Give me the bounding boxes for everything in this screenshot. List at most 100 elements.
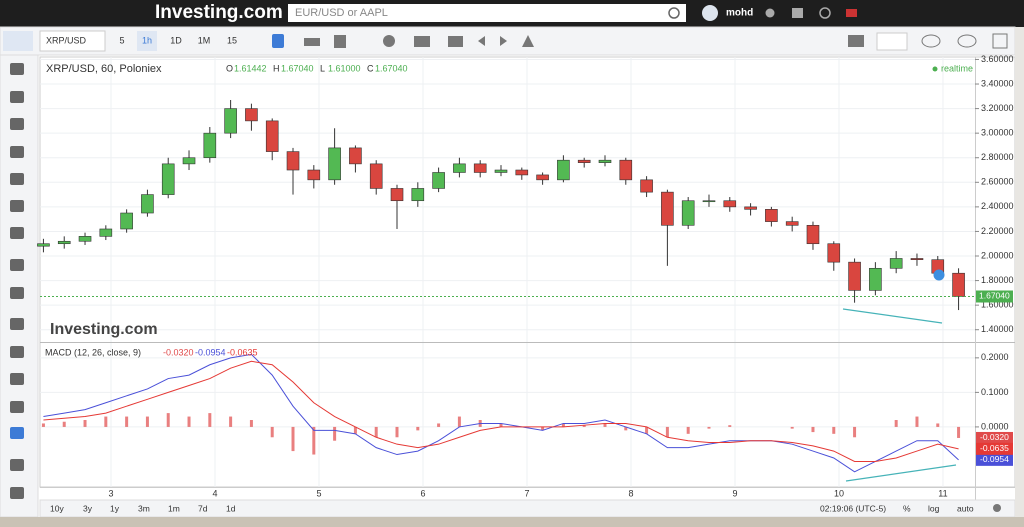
interval-active xyxy=(137,31,157,51)
y-tick-label: 3.20000 xyxy=(981,103,1014,113)
chart-type-icon[interactable] xyxy=(272,34,284,48)
event-marker[interactable] xyxy=(933,269,945,281)
fullscreen-icon[interactable] xyxy=(992,33,1008,49)
range-button[interactable]: 1d xyxy=(226,503,236,513)
footer: 10y 3y 1y 3m 1m 7d 1d% log auto xyxy=(50,503,974,513)
search-box[interactable] xyxy=(288,4,686,22)
candle-body xyxy=(432,172,445,189)
candle-body xyxy=(765,209,778,222)
symbol-box[interactable] xyxy=(39,30,106,52)
y-tick-label: 1.40000 xyxy=(981,324,1014,334)
symbol[interactable]: XRP/USD xyxy=(46,35,87,45)
avatar[interactable] xyxy=(702,5,718,21)
tool-icon[interactable] xyxy=(10,401,24,413)
layout-button[interactable] xyxy=(876,32,908,51)
portfolio-icon[interactable] xyxy=(792,8,803,18)
drawing-tools xyxy=(10,63,24,499)
right-edge xyxy=(1015,27,1024,517)
macd-legend-value: -0.0954 xyxy=(195,347,226,357)
tool-icon[interactable] xyxy=(10,346,24,358)
cloud-save-icon[interactable] xyxy=(957,34,977,48)
candle-body xyxy=(286,151,300,171)
candle-body xyxy=(577,159,591,163)
y-tick-label: 0.2000 xyxy=(981,352,1009,362)
candle-body xyxy=(557,159,570,181)
interval[interactable]: 1h xyxy=(142,35,152,45)
tool-icon[interactable] xyxy=(10,227,24,239)
ohlc-value: 1.61000 xyxy=(328,63,361,73)
scale-option[interactable]: log xyxy=(928,503,940,513)
tool-icon[interactable] xyxy=(10,373,24,385)
indicator-icon[interactable] xyxy=(304,38,320,46)
current-value-label: -0.0635 xyxy=(980,443,1009,453)
ohlc-key: L xyxy=(320,63,325,73)
candle-body xyxy=(453,163,466,173)
macd-title: MACD (12, 26, close, 9) xyxy=(45,347,141,357)
tool-icon[interactable] xyxy=(10,459,24,471)
flag-icon[interactable] xyxy=(846,9,857,17)
scale-option[interactable]: auto xyxy=(957,503,974,513)
trend-line[interactable] xyxy=(845,464,957,482)
undo-icon[interactable] xyxy=(478,36,485,46)
interval[interactable]: 1D xyxy=(170,35,182,45)
tool-icon[interactable] xyxy=(10,118,24,130)
ohlc-legend: O 1.61442 H 1.67040 L 1.61000 C 1.67040 xyxy=(226,63,408,73)
y-tick-label: 3.00000 xyxy=(981,128,1014,138)
tool-icon[interactable] xyxy=(10,91,24,103)
candle-body xyxy=(99,228,113,237)
tool-icon[interactable] xyxy=(10,287,24,299)
interval[interactable]: 1M xyxy=(198,35,211,45)
trend-line[interactable] xyxy=(842,308,943,324)
settings-icon[interactable] xyxy=(383,35,395,47)
range-button[interactable]: 10y xyxy=(50,503,64,513)
candle-body xyxy=(889,258,903,269)
search-icon[interactable] xyxy=(668,7,680,19)
candle-body xyxy=(57,240,71,245)
user-name[interactable]: mohd xyxy=(726,8,753,19)
x-tick-label: 7 xyxy=(524,488,529,498)
candle-body xyxy=(806,224,820,245)
plot xyxy=(37,57,975,487)
last-price-label: 1.67040 xyxy=(979,291,1010,301)
tool-icon[interactable] xyxy=(10,173,24,185)
macd-legend-value: -0.0320 xyxy=(163,347,194,357)
snapshot-icon[interactable] xyxy=(848,35,864,47)
alert-icon[interactable] xyxy=(522,35,534,47)
toolbar-icons xyxy=(272,32,1008,51)
interval[interactable]: 15 xyxy=(227,35,237,45)
cloud-load-icon[interactable] xyxy=(921,34,941,48)
y-tick-label: 2.80000 xyxy=(981,152,1014,162)
tool-icon[interactable] xyxy=(10,200,24,212)
candle-body xyxy=(328,147,341,181)
tool-icon[interactable] xyxy=(10,63,24,75)
range-button[interactable]: 7d xyxy=(198,503,208,513)
candle-body xyxy=(494,169,508,173)
clock-icon[interactable] xyxy=(819,7,831,19)
range-button[interactable]: 1m xyxy=(168,503,180,513)
scale-option[interactable]: % xyxy=(903,503,911,513)
tool-icon[interactable] xyxy=(10,259,24,271)
range-button[interactable]: 3m xyxy=(138,503,150,513)
footer-settings[interactable] xyxy=(993,504,1001,512)
toolbar xyxy=(0,26,1016,56)
tool-icon[interactable] xyxy=(10,427,24,439)
studies-icon[interactable] xyxy=(414,36,430,47)
crosshair-tool[interactable] xyxy=(3,31,33,51)
candle-body xyxy=(349,147,362,165)
bell-icon[interactable] xyxy=(765,8,775,18)
range-button[interactable]: 1y xyxy=(110,503,120,513)
chart-area xyxy=(39,56,1016,488)
template-icon[interactable] xyxy=(448,36,463,47)
redo-icon[interactable] xyxy=(500,36,507,46)
tool-icon[interactable] xyxy=(10,318,24,330)
logo[interactable]: Investing.com xyxy=(155,2,283,23)
candle-body xyxy=(307,169,321,181)
tool-icon[interactable] xyxy=(10,146,24,158)
range-button[interactable]: 3y xyxy=(83,503,93,513)
compare-icon[interactable] xyxy=(334,35,346,48)
candle-body xyxy=(245,108,258,122)
interval[interactable]: 5 xyxy=(119,35,124,45)
tool-icon[interactable] xyxy=(10,487,24,499)
current-value-label: -0.0320 xyxy=(980,432,1009,442)
candle-body xyxy=(369,163,383,189)
